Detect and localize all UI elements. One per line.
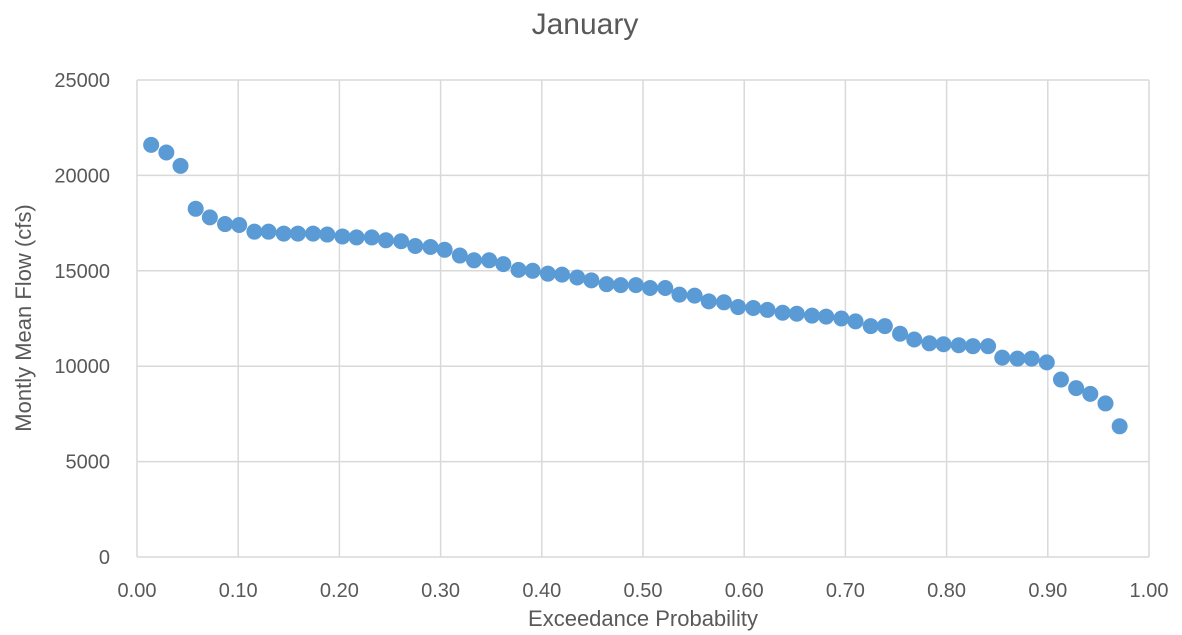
- data-point: [686, 287, 703, 304]
- x-tick-label: 0.70: [826, 580, 865, 602]
- data-point: [319, 226, 336, 243]
- data-point: [143, 136, 160, 153]
- data-points: [143, 136, 1128, 435]
- x-tick-label: 0.80: [927, 580, 966, 602]
- x-tick-label: 0.40: [522, 580, 561, 602]
- y-tick-labels: 0 5000 10000 15000 20000 25000: [54, 70, 110, 569]
- data-point: [158, 144, 175, 161]
- data-point: [1111, 418, 1128, 435]
- data-point: [745, 300, 762, 317]
- y-tick-label: 20000: [54, 165, 110, 187]
- data-point: [377, 232, 394, 249]
- data-point: [187, 200, 204, 217]
- data-point: [715, 294, 732, 311]
- data-point: [524, 262, 541, 279]
- data-point: [231, 217, 248, 234]
- data-point: [407, 237, 424, 254]
- data-point: [348, 229, 365, 246]
- data-point: [788, 305, 805, 322]
- x-tick-label: 0.60: [725, 580, 764, 602]
- chart-title: January: [532, 8, 639, 41]
- y-tick-label: 25000: [54, 70, 110, 92]
- data-point: [305, 225, 322, 242]
- data-point: [980, 338, 997, 355]
- data-point: [363, 229, 380, 246]
- data-point: [1097, 395, 1114, 412]
- y-tick-label: 0: [99, 547, 110, 569]
- x-tick-label: 0.20: [320, 580, 359, 602]
- data-point: [436, 241, 453, 258]
- data-point: [495, 256, 512, 273]
- x-tick-label: 0.90: [1028, 580, 1067, 602]
- data-point: [876, 318, 893, 335]
- data-point: [465, 252, 482, 269]
- data-point: [1038, 354, 1055, 371]
- data-point: [260, 223, 277, 240]
- data-point: [539, 265, 556, 282]
- data-point: [671, 286, 688, 303]
- data-point: [1009, 350, 1026, 367]
- data-point: [612, 277, 629, 294]
- data-point: [862, 318, 879, 335]
- data-point: [201, 209, 218, 226]
- data-point: [246, 223, 263, 240]
- x-tick-label: 1.00: [1130, 580, 1169, 602]
- data-point: [422, 238, 439, 255]
- data-point: [906, 331, 923, 348]
- data-point: [847, 313, 864, 330]
- data-point: [554, 266, 571, 283]
- data-point: [818, 308, 835, 325]
- data-point: [172, 157, 189, 174]
- data-point: [289, 225, 306, 242]
- data-point: [833, 310, 850, 327]
- data-point: [935, 336, 952, 353]
- x-tick-label: 0.50: [624, 580, 663, 602]
- y-tick-label: 15000: [54, 261, 110, 283]
- data-point: [583, 272, 600, 289]
- data-point: [700, 293, 717, 310]
- x-tick-label: 0.00: [118, 580, 157, 602]
- data-point: [642, 279, 659, 296]
- data-point: [1082, 385, 1099, 402]
- data-point: [950, 337, 967, 354]
- data-point: [510, 261, 527, 278]
- gridlines: [136, 79, 1150, 558]
- data-point: [627, 277, 644, 294]
- data-point: [892, 325, 909, 342]
- data-point: [217, 216, 234, 233]
- data-point: [393, 233, 410, 250]
- x-tick-label: 0.10: [219, 580, 258, 602]
- data-point: [598, 276, 615, 293]
- data-point: [730, 299, 747, 316]
- x-tick-labels: 0.00 0.10 0.20 0.30 0.40 0.50 0.60 0.70 0.80 0.90…: [118, 580, 1169, 602]
- data-point: [569, 269, 586, 286]
- data-point: [759, 301, 776, 318]
- data-point: [275, 225, 292, 242]
- data-point: [1023, 350, 1040, 367]
- data-point: [1068, 380, 1085, 397]
- y-tick-label: 10000: [54, 356, 110, 378]
- data-point: [774, 304, 791, 321]
- y-axis-label: Montly Mean Flow (cfs): [11, 204, 36, 431]
- data-point: [451, 247, 468, 264]
- data-point: [334, 228, 351, 245]
- y-tick-label: 5000: [66, 452, 111, 474]
- x-tick-label: 0.30: [421, 580, 460, 602]
- data-point: [921, 335, 938, 352]
- data-point: [481, 252, 498, 269]
- data-point: [1052, 371, 1069, 388]
- data-point: [994, 349, 1011, 366]
- data-point: [804, 307, 821, 324]
- data-point: [657, 279, 674, 296]
- x-axis-label: Exceedance Probability: [528, 606, 758, 631]
- data-point: [964, 338, 981, 355]
